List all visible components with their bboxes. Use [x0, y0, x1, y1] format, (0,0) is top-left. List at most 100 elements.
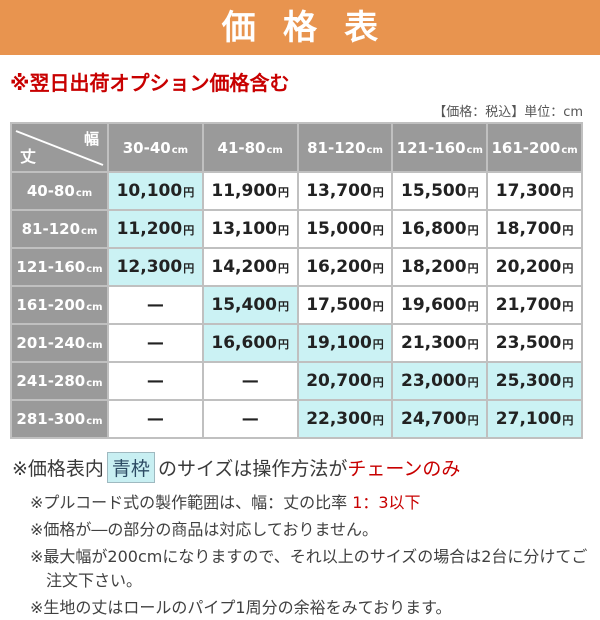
col-header-range: 41-80: [217, 138, 266, 157]
col-header-161-200: 161-200cm: [486, 122, 583, 173]
price-cell: 18,200円: [391, 247, 489, 287]
yen-unit-label: 円: [467, 224, 479, 237]
cm-unit-label: cm: [171, 144, 189, 156]
col-header-range: 161-200: [491, 138, 561, 157]
table-row: 241-280cm — —20,700円 23,000円 25,300円: [10, 361, 583, 401]
price-cell: 21,700円: [486, 285, 583, 325]
price-value: —: [146, 295, 164, 315]
row-header-range: 241-280: [16, 372, 86, 390]
row-header-121-160: 121-160cm: [10, 247, 109, 287]
price-cell-empty: —: [107, 361, 204, 401]
price-value: 11,900: [211, 181, 277, 201]
price-value: 20,700: [306, 371, 372, 391]
note-text: 1：3以下: [352, 493, 421, 512]
note-text: ※生地の丈はロールのパイプ1周分の余裕をみております。: [30, 598, 452, 617]
price-cell: 18,700円: [486, 209, 583, 249]
col-header-30-40: 30-40cm: [107, 122, 204, 173]
price-cell: 17,300円: [486, 171, 583, 211]
price-cell: 10,100円: [107, 171, 204, 211]
table-row: 281-300cm — —22,300円 24,700円 27,100円: [10, 399, 583, 439]
col-header-41-80: 41-80cm: [201, 122, 299, 173]
price-value: 14,200: [211, 257, 277, 277]
yen-unit-label: 円: [372, 224, 384, 237]
price-cell: 11,900円: [201, 171, 299, 211]
yen-unit-label: 円: [562, 414, 574, 427]
col-header-range: 121-160: [396, 138, 466, 157]
yen-unit-label: 円: [278, 186, 289, 199]
note-text: チェーンのみ: [347, 458, 461, 480]
price-cell-empty: —: [201, 399, 299, 439]
header-row: 幅 丈 30-40cm 41-80cm 81-120cm 121-160cm 161-2…: [10, 122, 583, 173]
price-cell: 11,200円: [107, 209, 204, 249]
yen-unit-label: 円: [562, 300, 574, 313]
price-value: 15,000: [306, 219, 372, 239]
row-header-161-200: 161-200cm: [10, 285, 109, 325]
yen-unit-label: 円: [278, 300, 289, 313]
price-value: 18,700: [495, 219, 562, 239]
row-header-range: 281-300: [16, 410, 86, 428]
yen-unit-label: 円: [372, 186, 384, 199]
price-value: 23,000: [400, 371, 467, 391]
yen-unit-label: 円: [562, 224, 574, 237]
price-cell: 15,500円: [391, 171, 489, 211]
price-value: 24,700: [400, 409, 467, 429]
price-value: 17,300: [495, 181, 562, 201]
table-row: 161-200cm —15,400円 17,500円 19,600円 21,700円: [10, 285, 583, 325]
yen-unit-label: 円: [562, 262, 574, 275]
cm-unit-label: cm: [366, 144, 383, 156]
price-cell: 16,800円: [391, 209, 489, 249]
cm-unit-label: cm: [466, 144, 483, 156]
price-value: 19,600: [400, 295, 467, 315]
page-title: 価格表: [221, 7, 406, 48]
yen-unit-label: 円: [372, 262, 384, 275]
price-cell: 22,300円: [296, 399, 394, 439]
price-value: 10,100: [116, 181, 183, 201]
cm-unit-label: cm: [86, 378, 103, 389]
yen-unit-label: 円: [467, 262, 479, 275]
price-cell-empty: —: [107, 285, 204, 325]
yen-unit-label: 円: [183, 224, 195, 237]
yen-unit-label: 円: [372, 338, 384, 351]
cm-unit-label: cm: [75, 188, 93, 199]
price-cell: 25,300円: [486, 361, 583, 401]
row-header-range: 81-120: [21, 220, 81, 238]
price-cell: 16,200円: [296, 247, 394, 287]
note-text: ※価格表内: [12, 458, 104, 480]
price-cell: 17,500円: [296, 285, 394, 325]
price-value: 25,300: [495, 371, 562, 391]
cm-unit-label: cm: [86, 416, 103, 427]
price-cell: 14,200円: [201, 247, 299, 287]
yen-unit-label: 円: [562, 338, 574, 351]
price-cell: 27,100円: [486, 399, 583, 439]
price-cell: 20,200円: [486, 247, 583, 287]
note-3: ※価格が―の部分の商品は対応しておりません。: [30, 518, 590, 542]
price-cell: 23,500円: [486, 323, 583, 363]
yen-unit-label: 円: [467, 338, 479, 351]
price-value: 16,800: [400, 219, 467, 239]
price-value: 12,300: [116, 257, 183, 277]
price-cell: 13,100円: [201, 209, 299, 249]
price-value: 15,500: [400, 181, 467, 201]
row-header-range: 40-80: [26, 182, 75, 200]
note-text: ※プルコード式の製作範囲は、幅：丈の比率: [30, 493, 353, 512]
price-cell-empty: —: [107, 399, 204, 439]
price-cell: 19,100円: [296, 323, 394, 363]
tax-unit-note: 【価格：税込】単位：cm: [433, 105, 583, 120]
row-header-range: 201-240: [16, 334, 86, 352]
price-cell: 23,000円: [391, 361, 489, 401]
price-value: 27,100: [495, 409, 562, 429]
row-header-range: 161-200: [16, 296, 86, 314]
yen-unit-label: 円: [372, 414, 384, 427]
row-header-40-80: 40-80cm: [10, 171, 109, 211]
cm-unit-label: cm: [266, 144, 283, 156]
price-cell: 20,700円: [296, 361, 394, 401]
price-value: —: [146, 409, 164, 429]
price-value: 19,100: [306, 333, 372, 353]
row-header-range: 121-160: [16, 258, 86, 276]
price-value: 18,200: [400, 257, 467, 277]
row-header-241-280: 241-280cm: [10, 361, 109, 401]
price-value: 23,500: [495, 333, 562, 353]
cm-unit-label: cm: [81, 226, 98, 237]
corner-length-label: 丈: [20, 147, 37, 166]
yen-unit-label: 円: [562, 186, 574, 199]
